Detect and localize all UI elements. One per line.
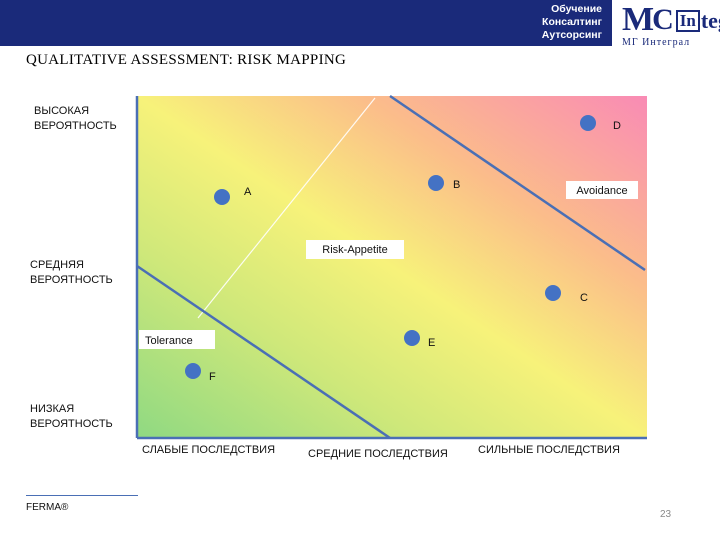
footer-source: FERMA® [26,502,69,513]
risk-point-b: B [428,175,460,191]
risk-point-e: E [404,330,435,349]
svg-text:F: F [209,371,216,383]
logo-mark: MCIntegral [622,1,720,38]
zone-label-tolerance: Tolerance [139,330,215,349]
risk-point-a: A [214,186,252,205]
page-number: 23 [660,509,672,520]
logo-subtitle: МГ Интеграл [622,37,691,48]
tolerance-boundary-line [136,264,391,440]
risk-point-d: D [580,115,621,132]
zone-label-avoidance: Avoidance [566,181,638,199]
header-line-outsourcing: Аутсорсинг [541,29,602,41]
x-label-strong-consequences: СИЛЬНЫЕ ПОСЛЕДСТВИЯ [478,444,620,456]
header-banner: Обучение Консалтинг Аутсорсинг [0,0,612,46]
x-label-medium-consequences: СРЕДНИЕ ПОСЛЕДСТВИЯ [308,448,448,460]
risk-point-c: C [545,285,588,304]
risk-gradient-field [137,96,647,438]
y-label-medium-probability: СРЕДНЯЯ ВЕРОЯТНОСТЬ [30,259,113,286]
zone-label-risk-appetite: Risk-Appetite [306,240,404,259]
header-tagline: Обучение Консалтинг Аутсорсинг [542,3,602,42]
svg-text:C: C [580,292,588,304]
svg-text:Risk-Appetite: Risk-Appetite [322,244,387,256]
svg-text:B: B [453,179,460,191]
y-label-low-probability: НИЗКАЯ ВЕРОЯТНОСТЬ [30,403,113,430]
footer-divider [26,495,138,496]
header-line-consulting: Консалтинг [542,16,602,28]
x-label-weak-consequences: СЛАБЫЕ ПОСЛЕДСТВИЯ [142,444,276,456]
svg-text:D: D [613,120,621,132]
risk-point-f: F [185,363,216,383]
y-label-high-probability: ВЫСОКАЯ ВЕРОЯТНОСТЬ [34,105,117,132]
svg-text:E: E [428,337,435,349]
svg-text:A: A [244,186,252,198]
company-logo: MCIntegral МГ Интеграл [622,1,720,49]
slide-title: QUALITATIVE ASSESSMENT: RISK MAPPING [26,52,347,68]
risk-appetite-diagonal [197,97,376,319]
avoidance-boundary-line [389,94,646,272]
svg-text:Tolerance: Tolerance [145,335,193,347]
svg-text:Avoidance: Avoidance [576,185,627,197]
header-line-training: Обучение [551,3,602,15]
